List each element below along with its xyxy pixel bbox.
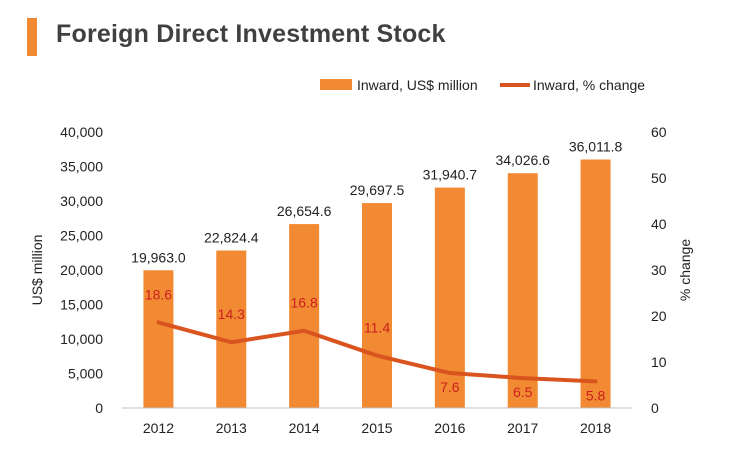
y-axis-title-left: US$ million (29, 235, 45, 306)
y-tick-label-left: 25,000 (60, 228, 103, 244)
y-tick-label-right: 60 (651, 124, 667, 140)
bar-value-label: 31,940.7 (423, 167, 478, 183)
y-tick-label-left: 15,000 (60, 297, 103, 313)
y-tick-label-left: 5,000 (68, 366, 103, 382)
pct-change-label: 5.8 (586, 387, 606, 403)
chart-title: Foreign Direct Investment Stock (56, 20, 446, 48)
x-tick-label: 2013 (216, 420, 247, 436)
bar-value-label: 36,011.8 (569, 139, 623, 155)
pct-change-label: 14.3 (218, 306, 245, 322)
y-tick-label-left: 40,000 (60, 124, 103, 140)
pct-change-point (229, 340, 233, 344)
pct-change-point (521, 376, 525, 380)
pct-change-point (375, 354, 379, 358)
bar-2015 (362, 203, 392, 408)
bar-2014 (289, 224, 320, 408)
bar-value-label: 19,963.0 (131, 249, 186, 265)
bar-value-label: 26,654.6 (277, 203, 332, 219)
x-tick-label: 2014 (289, 420, 320, 436)
legend-label-bar: Inward, US$ million (357, 77, 478, 93)
y-tick-label-right: 10 (651, 354, 667, 370)
bar-value-label: 29,697.5 (350, 182, 405, 198)
pct-change-label: 18.6 (145, 286, 172, 302)
pct-change-point (156, 320, 160, 324)
legend-label-line: Inward, % change (533, 77, 645, 93)
y-tick-label-right: 0 (651, 400, 659, 416)
y-tick-label-right: 20 (651, 308, 667, 324)
title-accent-bar (27, 18, 37, 56)
bar-2012 (143, 270, 174, 408)
y-tick-label-right: 40 (651, 216, 667, 232)
bar-value-label: 34,026.6 (495, 152, 550, 168)
pct-change-label: 6.5 (513, 384, 533, 400)
y-tick-label-left: 30,000 (60, 193, 103, 209)
bar-2013 (216, 250, 247, 408)
bar-2018 (580, 159, 611, 408)
x-tick-label: 2012 (143, 420, 174, 436)
bar-2017 (507, 173, 538, 408)
pct-change-label: 11.4 (364, 320, 390, 336)
y-tick-label-left: 35,000 (60, 159, 103, 175)
pct-change-point (448, 371, 452, 375)
y-tick-label-left: 10,000 (60, 331, 103, 347)
pct-change-label: 7.6 (440, 379, 460, 395)
x-tick-label: 2016 (434, 420, 465, 436)
y-tick-label-left: 20,000 (60, 262, 103, 278)
y-axis-title-right: % change (677, 239, 693, 301)
y-tick-label-right: 30 (651, 262, 667, 278)
y-tick-label-left: 0 (95, 400, 103, 416)
pct-change-point (594, 379, 598, 383)
x-tick-label: 2017 (507, 420, 538, 436)
x-tick-label: 2018 (580, 420, 611, 436)
pct-change-point (302, 329, 306, 333)
pct-change-label: 16.8 (291, 295, 318, 311)
y-tick-label-right: 50 (651, 170, 667, 186)
x-tick-label: 2015 (361, 420, 392, 436)
legend-swatch-bar (320, 79, 352, 90)
bar-value-label: 22,824.4 (204, 230, 259, 246)
